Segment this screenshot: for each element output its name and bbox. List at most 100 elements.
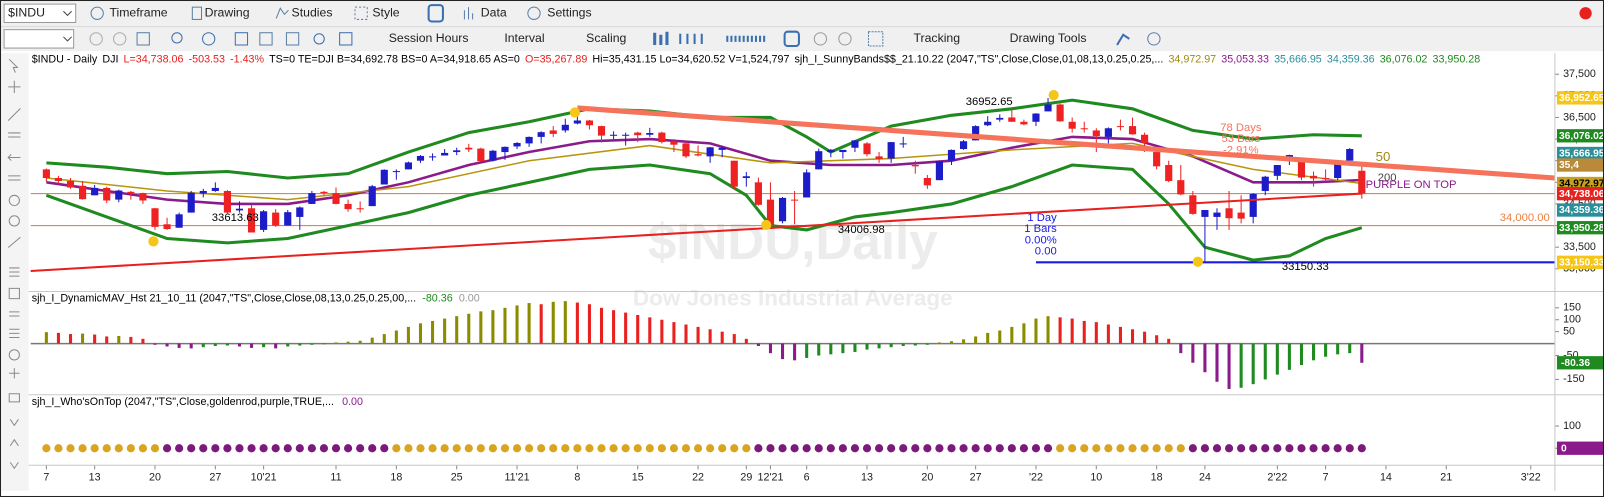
icon[interactable] <box>136 32 150 46</box>
icon[interactable] <box>527 6 541 20</box>
icon[interactable] <box>8 175 21 181</box>
menu-item[interactable]: Style <box>372 6 399 20</box>
menu-item[interactable]: Timeframe <box>109 6 167 20</box>
icon[interactable] <box>8 287 20 300</box>
histogram-bar <box>44 332 48 344</box>
icon[interactable] <box>113 32 127 46</box>
icon[interactable] <box>8 194 20 207</box>
header-segment: Hi=35,431.15 Lo=34,620.52 V=1,524,797 <box>592 53 789 65</box>
icon[interactable] <box>8 349 20 361</box>
icon[interactable] <box>679 33 703 44</box>
icon[interactable] <box>9 368 20 379</box>
menu-item[interactable]: Studies <box>292 6 333 20</box>
x-tick-label: 13 <box>861 471 873 483</box>
icon[interactable] <box>8 58 19 73</box>
dropdown-arrow <box>63 10 72 17</box>
icon[interactable] <box>9 311 20 317</box>
icon[interactable] <box>9 461 19 470</box>
indicator-title: sjh_I_DynamicMAV_Hst 21_10_11 (2047,"TS"… <box>32 292 416 304</box>
icon[interactable] <box>313 33 325 45</box>
candle-body <box>1273 165 1281 176</box>
dot <box>718 444 727 453</box>
icon[interactable] <box>813 32 828 46</box>
icon[interactable] <box>838 32 852 46</box>
icon[interactable] <box>1116 33 1130 46</box>
swing-marker <box>1048 89 1059 101</box>
toolbar-item[interactable]: Session Hours <box>389 31 469 45</box>
x-tick-label: 6 <box>804 471 810 483</box>
icon[interactable] <box>8 215 20 227</box>
icon[interactable] <box>463 7 474 20</box>
dot <box>525 444 534 453</box>
icon[interactable] <box>171 32 183 44</box>
symbol-input[interactable] <box>3 3 77 24</box>
icon[interactable] <box>7 236 21 248</box>
candle-body <box>272 212 280 226</box>
icon[interactable] <box>7 108 21 122</box>
x-tick-label: 15 <box>632 471 644 483</box>
icon[interactable] <box>202 32 216 46</box>
trend-line <box>577 105 1555 181</box>
candle-body <box>296 207 304 217</box>
icon[interactable] <box>867 31 884 47</box>
icon[interactable] <box>8 393 20 403</box>
icon[interactable] <box>90 6 104 20</box>
icon[interactable] <box>275 7 289 19</box>
icon[interactable] <box>1579 7 1592 20</box>
x-tick-label: 21 <box>1440 471 1452 483</box>
annotation: 200 <box>1378 172 1397 184</box>
icon[interactable] <box>285 32 300 46</box>
price-label-box <box>1556 203 1604 217</box>
price-label: 34,972.97 <box>1559 179 1604 190</box>
histogram-bar <box>1070 318 1074 344</box>
candle-body <box>585 120 594 126</box>
dot <box>488 444 497 453</box>
histogram-bar <box>1130 329 1135 344</box>
toolbar-item[interactable]: Drawing Tools <box>1010 31 1087 45</box>
icon[interactable] <box>259 32 273 46</box>
icon[interactable] <box>1147 32 1161 46</box>
icon[interactable] <box>9 418 19 427</box>
icon[interactable] <box>8 80 21 94</box>
menu-item[interactable]: Settings <box>547 6 591 20</box>
dot <box>126 444 135 453</box>
histogram-bar <box>1275 343 1279 375</box>
icon[interactable] <box>9 267 20 277</box>
candle-body <box>404 162 413 170</box>
candle-body <box>1322 177 1330 180</box>
icon[interactable] <box>191 6 203 20</box>
dot <box>887 444 896 453</box>
histogram-bar <box>1239 343 1243 388</box>
histogram-bar <box>250 343 254 348</box>
icon[interactable] <box>9 438 19 447</box>
dot <box>1043 444 1053 453</box>
histogram-bar <box>648 317 652 344</box>
menu-item[interactable]: Drawing <box>205 6 250 20</box>
icon[interactable] <box>234 32 249 46</box>
dot <box>826 444 835 453</box>
dot <box>138 444 148 453</box>
histogram-bar <box>322 343 326 345</box>
histogram-bar <box>877 343 881 349</box>
dot <box>1140 444 1149 453</box>
menu-item[interactable]: Data <box>481 6 507 20</box>
icon[interactable] <box>7 154 21 161</box>
candle-body <box>610 134 618 136</box>
price-label: 33,950.28 <box>1559 223 1604 234</box>
icon[interactable] <box>8 132 21 138</box>
icon[interactable] <box>354 6 368 20</box>
dot <box>706 444 715 453</box>
toolbar-item[interactable]: Scaling <box>586 31 626 45</box>
histogram-bar <box>153 343 157 345</box>
icon[interactable] <box>653 31 669 45</box>
dot <box>778 444 787 453</box>
icon[interactable] <box>89 32 103 46</box>
icon[interactable] <box>427 4 444 23</box>
icon[interactable] <box>783 30 800 48</box>
toolbar-item[interactable]: Tracking <box>914 31 961 45</box>
icon[interactable] <box>339 32 353 46</box>
interval-input[interactable] <box>3 29 75 49</box>
toolbar-item[interactable]: Interval <box>504 31 544 45</box>
x-tick-label: 20 <box>149 471 161 483</box>
icon[interactable] <box>9 328 20 338</box>
